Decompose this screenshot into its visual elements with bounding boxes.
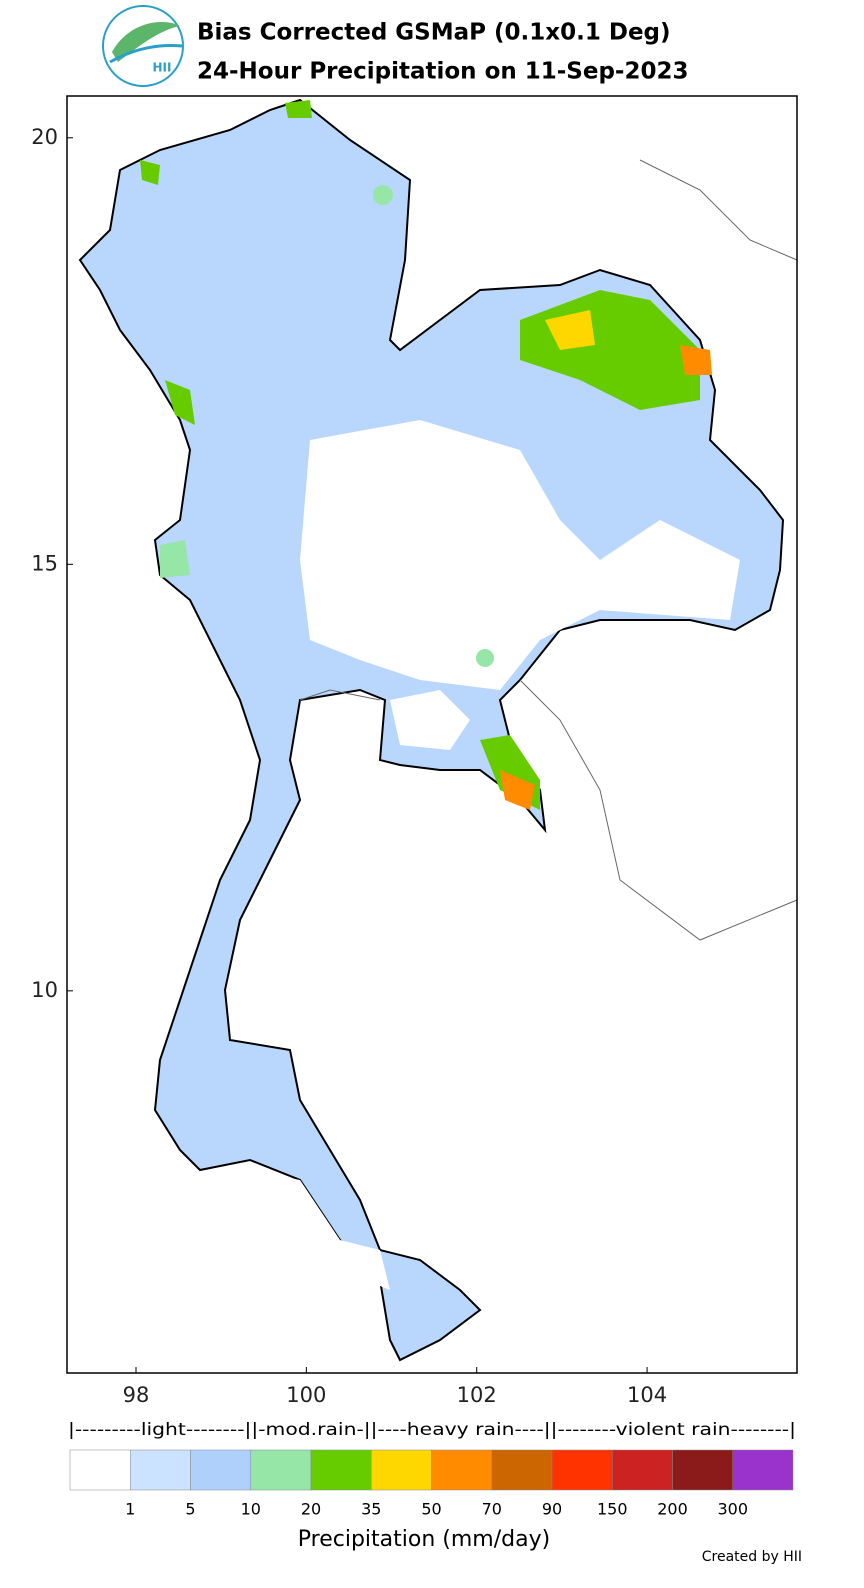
dry-area (390, 690, 470, 750)
rain-patches (140, 100, 712, 810)
colorbar-tick-label: 70 (482, 1500, 502, 1519)
color-box (431, 1449, 492, 1491)
map-frame (66, 95, 798, 1374)
title-line2: 24-Hour Precipitation on 11-Sep-2023 (197, 59, 689, 85)
color-box (732, 1449, 794, 1491)
dry-area (250, 1170, 390, 1290)
y-tick-label: 20 (31, 125, 58, 149)
rain-patch (140, 160, 160, 185)
color-box (130, 1449, 191, 1491)
x-tick-label: 104 (627, 1383, 667, 1407)
rain-patch (500, 770, 535, 810)
colorbar-tick-label: 5 (185, 1500, 195, 1519)
color-box (190, 1449, 251, 1491)
y-tick-label: 15 (31, 551, 58, 575)
colorbar-label: Precipitation (mm/day) (298, 1527, 550, 1552)
color-box (371, 1449, 432, 1491)
colorbar-tick-label: 35 (361, 1500, 381, 1519)
dry-area (300, 420, 740, 690)
colorbar-tick-label: 1 (125, 1500, 135, 1519)
rain-patch (545, 310, 595, 350)
color-box (612, 1449, 673, 1491)
colorbar-tick-label: 90 (542, 1500, 562, 1519)
credit: Created by HII (702, 1549, 802, 1565)
color-box (250, 1449, 312, 1491)
colorbar-tick-label: 300 (717, 1500, 748, 1519)
neighbor-border (299, 159, 798, 941)
rain-patch (165, 380, 195, 425)
rain-patch (476, 649, 494, 667)
category-line: |---------light--------||-mod.rain-||---… (68, 1420, 796, 1440)
color-box (310, 1449, 372, 1491)
x-tick-label: 102 (457, 1383, 497, 1407)
logo-ring (102, 5, 184, 87)
colorbar-tick-label: 20 (301, 1500, 321, 1519)
color-box (672, 1449, 733, 1491)
y-tick-label: 10 (31, 978, 58, 1002)
logo-text: HII (153, 61, 172, 75)
x-tick-label: 98 (123, 1383, 150, 1407)
colorbar: 1 5 10 20 35 50 70 90 150 200 300 (69, 1449, 794, 1519)
logo-wave (109, 44, 183, 64)
color-box (69, 1449, 131, 1491)
rain-patch (160, 540, 190, 578)
logo: HII (102, 5, 184, 87)
colorbar-tick-label: 10 (241, 1500, 261, 1519)
rain-patch (285, 100, 312, 118)
colorbar-tick-label: 150 (597, 1500, 628, 1519)
map (66, 95, 798, 1374)
colorbar-tick-label: 200 (657, 1500, 688, 1519)
rain-patch (680, 345, 712, 375)
color-box (491, 1449, 553, 1491)
x-tick-label: 100 (286, 1383, 326, 1407)
colorbar-tick-label: 50 (421, 1500, 441, 1519)
rain-patch (373, 185, 393, 205)
title-line1: Bias Corrected GSMaP (0.1x0.1 Deg) (197, 20, 671, 46)
color-box (551, 1449, 613, 1491)
dry-areas (250, 420, 740, 1290)
